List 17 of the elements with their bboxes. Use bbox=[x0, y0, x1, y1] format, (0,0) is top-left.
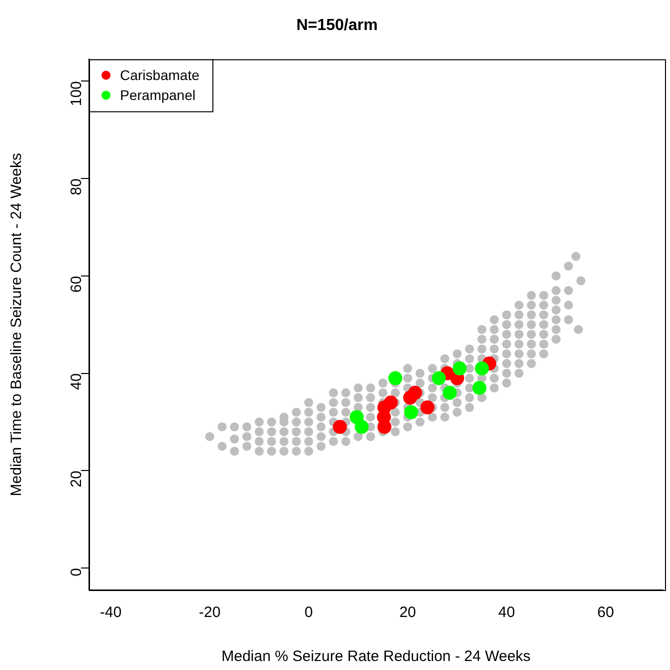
legend-label: Carisbamate bbox=[120, 67, 200, 84]
x-tick-label: -40 bbox=[100, 604, 122, 622]
x-tick-label: 60 bbox=[597, 604, 614, 622]
y-tick-label: 100 bbox=[68, 81, 86, 106]
y-tick-label: 60 bbox=[68, 276, 86, 293]
legend-label: Perampanel bbox=[120, 87, 196, 104]
chart-title: N=150/arm bbox=[296, 17, 378, 34]
y-tick-label: 20 bbox=[68, 470, 86, 488]
x-tick-label: 0 bbox=[304, 604, 313, 622]
y-tick-label: 0 bbox=[68, 568, 86, 576]
y-axis-title: Median Time to Baseline Seizure Count - 24 Weeks bbox=[8, 152, 26, 496]
x-tick-label: -20 bbox=[198, 604, 221, 622]
x-axis-title: Median % Seizure Rate Reduction - 24 Weeks bbox=[221, 648, 531, 666]
y-tick-label: 80 bbox=[68, 178, 86, 196]
x-tick-label: 20 bbox=[399, 604, 416, 622]
y-tick-label: 40 bbox=[68, 373, 86, 390]
x-tick-label: 40 bbox=[498, 604, 515, 622]
